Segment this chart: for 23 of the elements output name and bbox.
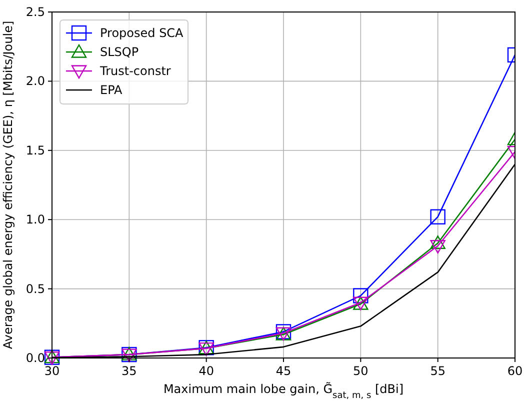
point [430, 240, 446, 254]
x-tick-label: 60 [507, 364, 523, 378]
legend-label: Trust-constr [99, 64, 171, 78]
x-axis-title: Maximum main lobe gain, G̃$_{sat, m, s}$ [dBi] [163, 382, 404, 401]
x-tick-label: 55 [430, 364, 446, 378]
x-tick-label: 50 [353, 364, 368, 378]
y-tick-label: 1.0 [26, 212, 45, 227]
y-axis-title: Average global energy efficiency (GEE), η [Mbits/Joule] [1, 20, 15, 350]
legend-label: Proposed SCA [100, 26, 184, 40]
x-tick-label: 40 [198, 364, 214, 378]
point [353, 288, 368, 304]
y-tick-label: 2.0 [26, 74, 45, 88]
legend-label: EPA [100, 83, 124, 97]
y-tick-label: 1.5 [26, 143, 45, 158]
y-tick-label: 0.5 [26, 282, 45, 296]
point [430, 236, 446, 249]
y-tick-label: 0.0 [26, 351, 45, 365]
x-tick-label: 35 [122, 364, 137, 378]
point [430, 209, 446, 224]
y-tick-label: 2.5 [26, 5, 45, 19]
x-tick-label: 45 [276, 364, 292, 378]
x-tick-label: 30 [44, 364, 60, 378]
legend-label: SLSQP [100, 45, 139, 59]
